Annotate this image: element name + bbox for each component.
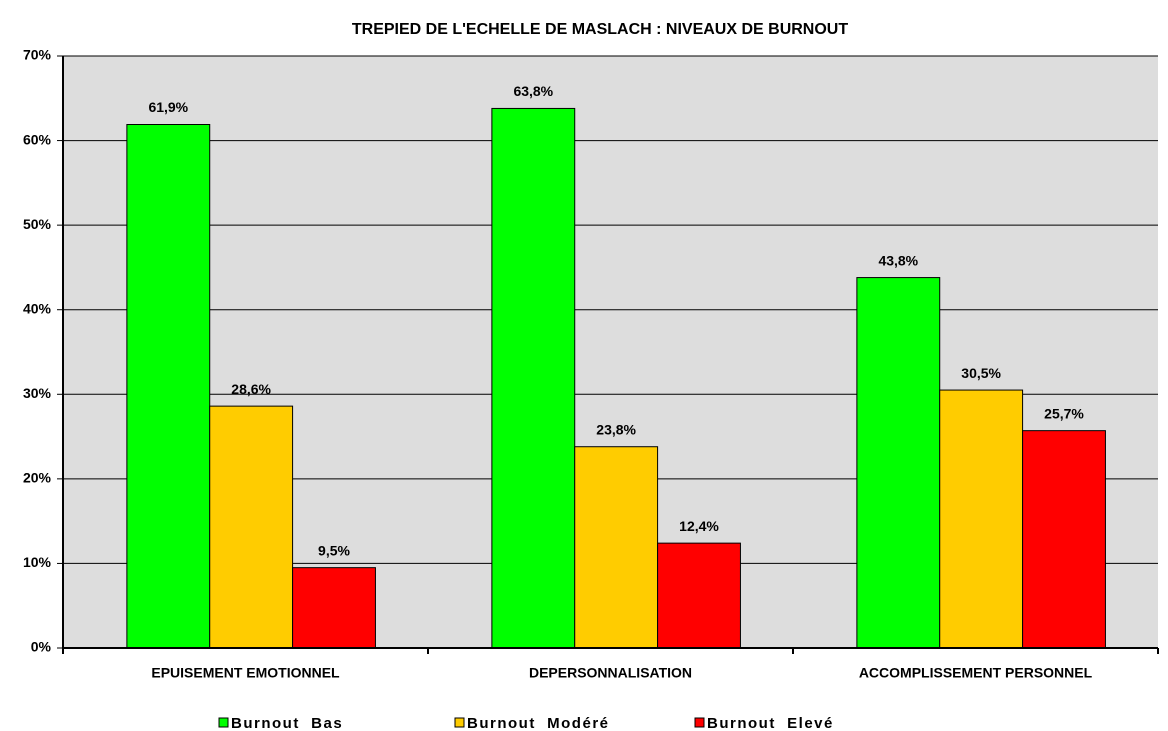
y-tick-label: 60% [23, 131, 52, 147]
x-tick-label: DEPERSONNALISATION [529, 665, 692, 681]
bar [939, 389, 1024, 649]
bar [491, 107, 576, 649]
data-label: 25,7% [1044, 405, 1084, 421]
bar [126, 124, 211, 649]
legend-swatch [454, 717, 465, 728]
data-label: 9,5% [318, 542, 350, 558]
data-label: 28,6% [231, 381, 271, 397]
data-label: 63,8% [513, 83, 553, 99]
bar [209, 405, 294, 649]
y-tick-label: 0% [31, 639, 52, 655]
chart-title: TREPIED DE L'ECHELLE DE MASLACH : NIVEAU… [352, 21, 849, 38]
bar [292, 567, 376, 649]
y-tick-label: 10% [23, 554, 52, 570]
legend-label: Burnout Modéré [467, 715, 610, 731]
y-tick-label: 50% [23, 216, 52, 232]
y-tick-label: 40% [23, 300, 52, 316]
data-label: 61,9% [148, 99, 188, 115]
y-tick-label: 20% [23, 470, 52, 486]
legend-label: Burnout Elevé [707, 715, 834, 731]
data-label: 12,4% [679, 518, 719, 534]
legend-swatch [218, 717, 229, 728]
bar [657, 542, 741, 649]
x-tick-label: ACCOMPLISSEMENT PERSONNEL [859, 665, 1093, 681]
x-tick-label: EPUISEMENT EMOTIONNEL [151, 665, 340, 681]
legend-label: Burnout Bas [231, 715, 343, 731]
bar [574, 446, 659, 649]
y-tick-label: 70% [23, 47, 52, 63]
legend-swatch [694, 717, 705, 728]
data-label: 43,8% [878, 252, 918, 268]
bar [856, 277, 941, 649]
y-tick-label: 30% [23, 385, 52, 401]
data-label: 23,8% [596, 421, 636, 437]
bar [1022, 430, 1106, 649]
data-label: 30,5% [961, 365, 1001, 381]
